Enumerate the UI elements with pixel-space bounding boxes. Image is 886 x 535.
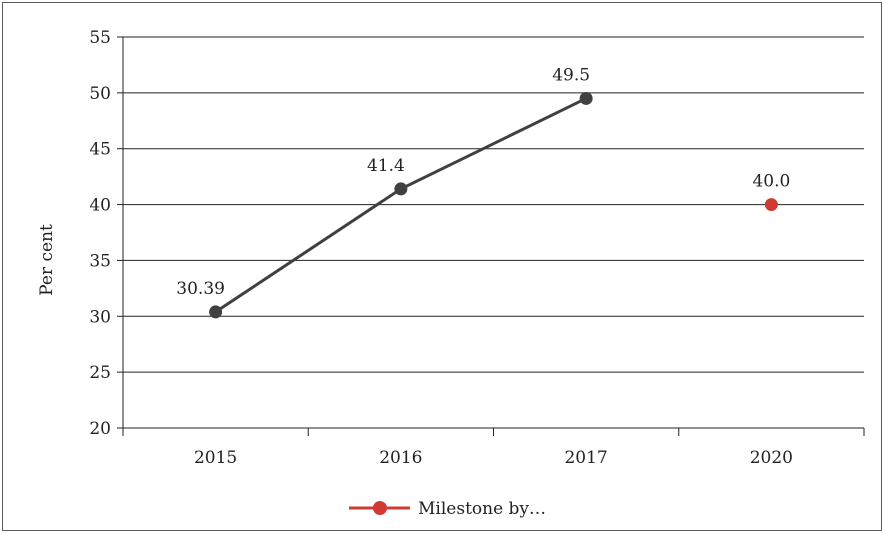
x-tick-label-2017: 2017 [564, 448, 607, 468]
x-tick-label-2015: 2015 [194, 448, 237, 468]
y-tick-label: 45 [89, 140, 111, 160]
data-point-2015 [209, 305, 223, 319]
y-axis-title: Per cent [37, 224, 57, 296]
series-layer [209, 91, 778, 319]
series-0-line [214, 97, 587, 314]
data-labels: 30.39 41.4 49.5 40.0 [176, 65, 790, 298]
y-tick-label: 35 [89, 251, 111, 271]
y-tick-label: 30 [89, 307, 111, 327]
y-tick-labels: 20 25 30 35 40 45 50 55 [89, 28, 111, 439]
legend-label: Milestone by… [418, 499, 546, 519]
legend-marker-swatch [373, 501, 387, 515]
data-label-2016: 41.4 [367, 156, 405, 176]
y-tick-label: 40 [89, 196, 111, 216]
x-tick-label-2020: 2020 [750, 448, 793, 468]
gridlines [123, 36, 864, 429]
x-tick-labels: 2015 2016 2017 2020 [194, 448, 793, 468]
data-point-2017 [579, 91, 593, 105]
data-label-2017: 49.5 [552, 65, 590, 85]
x-tick-label-2016: 2016 [379, 448, 422, 468]
data-label-2015: 30.39 [176, 279, 225, 299]
data-label-2020: 40.0 [752, 172, 790, 192]
y-tick-label: 20 [89, 419, 111, 439]
y-tick-label: 50 [89, 84, 111, 104]
data-point-2016 [394, 182, 408, 196]
y-tick-label: 25 [89, 363, 111, 383]
axes [117, 36, 865, 436]
y-tick-label: 55 [89, 28, 111, 48]
legend: Milestone by… [349, 499, 546, 519]
data-point-2020 [764, 198, 778, 212]
